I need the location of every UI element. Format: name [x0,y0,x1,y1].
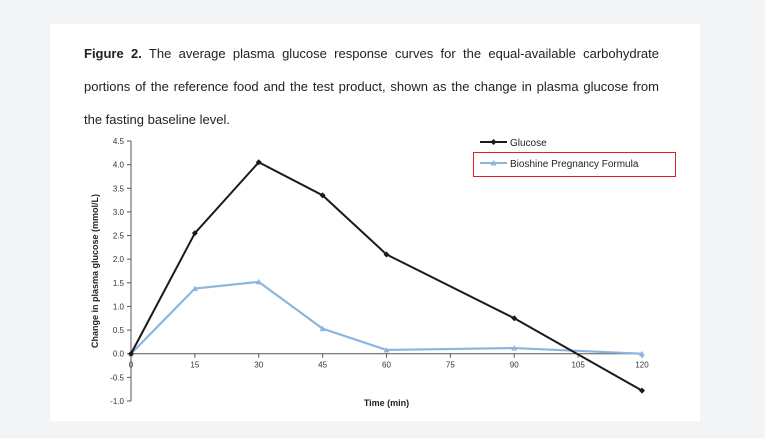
legend-label: Glucose [510,138,547,149]
x-axis-title: Time (min) [364,398,409,408]
y-tick-label: 3.5 [113,184,125,193]
y-tick-label: 0.0 [113,350,125,359]
y-tick-label: 2.0 [113,255,125,264]
series-line-bioshine [130,280,643,355]
y-tick-label: 1.5 [113,279,125,288]
x-tick-label: 0 [129,361,134,370]
data-point-glucose [383,251,390,258]
y-tick-label: -1.0 [110,397,124,406]
caption-text: The average plasma glucose response curv… [84,46,659,127]
x-tick-label: 15 [190,361,199,370]
y-tick-label: 3.0 [113,208,125,217]
legend-swatch-marker [490,160,497,166]
x-tick-label: 60 [382,361,391,370]
legend-label: Bioshine Pregnancy Formula [510,159,639,170]
x-tick-label: 90 [510,361,519,370]
y-tick-label: 2.5 [113,232,125,241]
y-tick-label: 0.5 [113,326,125,335]
data-point-glucose [255,159,262,166]
figure-caption: Figure 2. The average plasma glucose res… [84,37,659,136]
legend-highlight-box [473,152,676,177]
x-tick-label: 105 [571,361,585,370]
x-tick-label: 75 [446,361,455,370]
data-point-bioshine [319,325,326,332]
y-tick-label: 1.0 [113,302,125,311]
data-point-bioshine [639,350,645,357]
y-tick-label: 4.0 [113,161,125,170]
data-point-glucose [319,192,326,199]
data-point-bioshine [191,285,198,291]
data-point-bioshine [511,345,518,351]
data-point-bioshine [383,346,390,353]
x-tick-label: 120 [635,361,649,370]
data-point-glucose [128,350,134,357]
legend-swatch-marker [490,139,497,145]
data-point-glucose [639,387,645,394]
glucose-response-chart: -1.0 -0.5 0.0 0.5 1.0 1.5 2.0 2.5 3.0 3.5 4.0 4.5 0 1… [90,137,649,408]
y-tick-label: 4.5 [113,137,125,146]
x-tick-label: 30 [254,361,263,370]
figure-label: Figure 2. [84,46,142,61]
data-point-glucose [191,230,198,237]
y-axis-title: Change in plasma glucose (mmol/L) [90,194,100,348]
y-tick-label: -0.5 [110,373,124,382]
data-point-bioshine [255,278,262,285]
x-tick-label: 45 [318,361,327,370]
data-point-glucose [511,315,518,322]
figure-card: Figure 2. The average plasma glucose res… [50,24,700,421]
